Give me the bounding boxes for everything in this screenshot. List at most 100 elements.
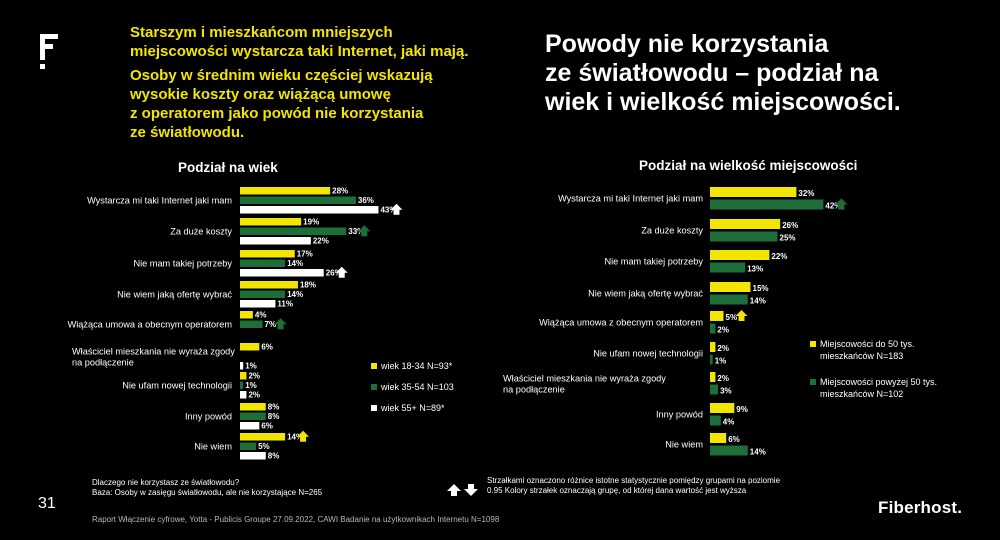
footer-base: Baza: Osoby w zasięgu światłowodu, ale n… <box>92 488 323 497</box>
category-label: Nie ufam nowej technologii <box>122 380 232 390</box>
bar <box>240 343 260 351</box>
bar <box>710 384 719 395</box>
category-label: Wiążąca umowa z obecnym operatorem <box>539 317 703 327</box>
fiberhost-logo-icon <box>40 34 58 69</box>
legend-age: wiek 18-34 N=93* wiek 35-54 N=103 wiek 5… <box>371 360 454 414</box>
bar <box>710 282 751 292</box>
bar <box>710 323 716 334</box>
data-label: 19% <box>303 218 319 227</box>
data-label: 9% <box>736 405 748 414</box>
category-label: Nie wiem <box>194 441 232 451</box>
footer-arrows-note-line-2: 0.95 Kolory strzałek oznaczają grupę, od… <box>487 486 747 495</box>
data-label: 26% <box>326 269 342 278</box>
data-label: 14% <box>287 259 303 268</box>
legend-label: Miejscowości do 50 tys. mieszkańców N=18… <box>820 339 915 361</box>
bar <box>710 199 824 210</box>
note-line-2: miejscowości wystarcza taki Internet, ja… <box>130 43 469 60</box>
category-label: Nie mam takiej potrzeby <box>133 258 232 268</box>
bar <box>240 391 247 399</box>
data-label: 2% <box>717 344 729 353</box>
bar <box>240 422 260 430</box>
bar <box>240 372 247 380</box>
footer-arrows-note: Strzałkami oznaczono różnice istotne sta… <box>487 476 780 496</box>
data-label: 15% <box>753 284 769 293</box>
bar <box>710 294 748 305</box>
bar <box>710 262 746 273</box>
data-label: 17% <box>297 250 313 259</box>
data-label: 8% <box>268 412 280 421</box>
bar <box>240 206 379 214</box>
bar <box>710 187 797 197</box>
data-label: 32% <box>798 189 814 198</box>
bar <box>710 354 713 365</box>
data-label: 1% <box>245 362 257 371</box>
data-label: 8% <box>268 452 280 461</box>
bar <box>240 227 347 235</box>
bar <box>710 372 716 382</box>
category-label: Wiążąca umowa a obecnym operatorem <box>68 319 233 329</box>
legend-swatch-yellow <box>371 363 377 369</box>
headline-line-1: Powody nie korzystania <box>545 30 829 58</box>
data-label: 2% <box>248 372 260 381</box>
data-label: 25% <box>780 234 796 243</box>
data-label: 28% <box>332 187 348 196</box>
data-label: 22% <box>313 237 329 246</box>
bar <box>710 311 724 321</box>
data-label: 6% <box>728 435 740 444</box>
data-label: 1% <box>715 357 727 366</box>
headline-line-2: ze światłowodu – podział na <box>545 59 879 87</box>
data-label: 18% <box>300 281 316 290</box>
significance-arrow-icon <box>735 310 748 321</box>
category-label: Nie wiem jaką ofertę wybrać <box>588 288 703 298</box>
bar <box>240 281 298 289</box>
category-label: Za duże koszty <box>641 225 703 235</box>
category-label: Inny powód <box>185 411 232 421</box>
significance-arrow-icon <box>297 430 310 442</box>
page-number: 31 <box>38 495 56 512</box>
bar <box>240 250 295 258</box>
legend-label: wiek 55+ N=89* <box>381 403 445 413</box>
footer-question: Dlaczego nie korzystasz ze światłowodu? <box>92 478 240 487</box>
data-label: 22% <box>771 252 787 261</box>
note-line-1: Starszym i mieszkańcom mniejszych <box>130 24 393 41</box>
legend-swatch-yellow <box>810 341 816 347</box>
bar <box>240 237 311 245</box>
note-line-4: wysokie koszty oraz wiążącą umowę <box>130 86 391 103</box>
data-label: 2% <box>248 391 260 400</box>
bar <box>240 269 324 277</box>
data-label: 2% <box>717 326 729 335</box>
bar <box>240 290 286 298</box>
data-label: 2% <box>717 374 729 383</box>
data-label: 42% <box>825 202 841 211</box>
legend-swatch-green <box>371 384 377 390</box>
legend-item-town-large: Miejscowości powyżej 50 tys. mieszkańców… <box>810 376 950 400</box>
legend-label: Miejscowości powyżej 50 tys. mieszkańców… <box>820 377 938 399</box>
significance-arrow-icon <box>357 224 371 237</box>
bar <box>240 300 276 308</box>
bar <box>240 311 253 319</box>
bar <box>240 218 302 226</box>
category-label: Nie wiem <box>665 439 703 449</box>
data-label: 1% <box>245 381 257 390</box>
data-label: 3% <box>720 387 732 396</box>
legend-item-age-55-plus: wiek 55+ N=89* <box>371 402 454 414</box>
category-label: Wystarcza mi taki Internet jaki mam <box>558 193 703 203</box>
significance-arrow-icon <box>273 317 288 330</box>
legend-swatch-white <box>371 405 377 411</box>
footer-question-block: Dlaczego nie korzystasz ze światłowodu? … <box>92 478 322 498</box>
category-label: Wystarcza mi taki Internet jaki mam <box>87 195 232 205</box>
significance-arrow-icon <box>390 203 403 215</box>
bar <box>240 362 244 370</box>
bar <box>710 231 778 242</box>
bar <box>240 442 257 450</box>
data-label: 33% <box>348 227 364 236</box>
bar <box>710 433 727 443</box>
data-label: 6% <box>261 343 273 352</box>
data-label: 4% <box>255 311 267 320</box>
bar <box>240 403 266 411</box>
category-label: Nie wiem jaką ofertę wybrać <box>117 289 232 299</box>
legend-label: wiek 18-34 N=93* <box>381 361 453 371</box>
footer-source: Raport Włączenie cyfrowe, Yotta - Public… <box>92 515 500 524</box>
bar <box>240 320 263 328</box>
